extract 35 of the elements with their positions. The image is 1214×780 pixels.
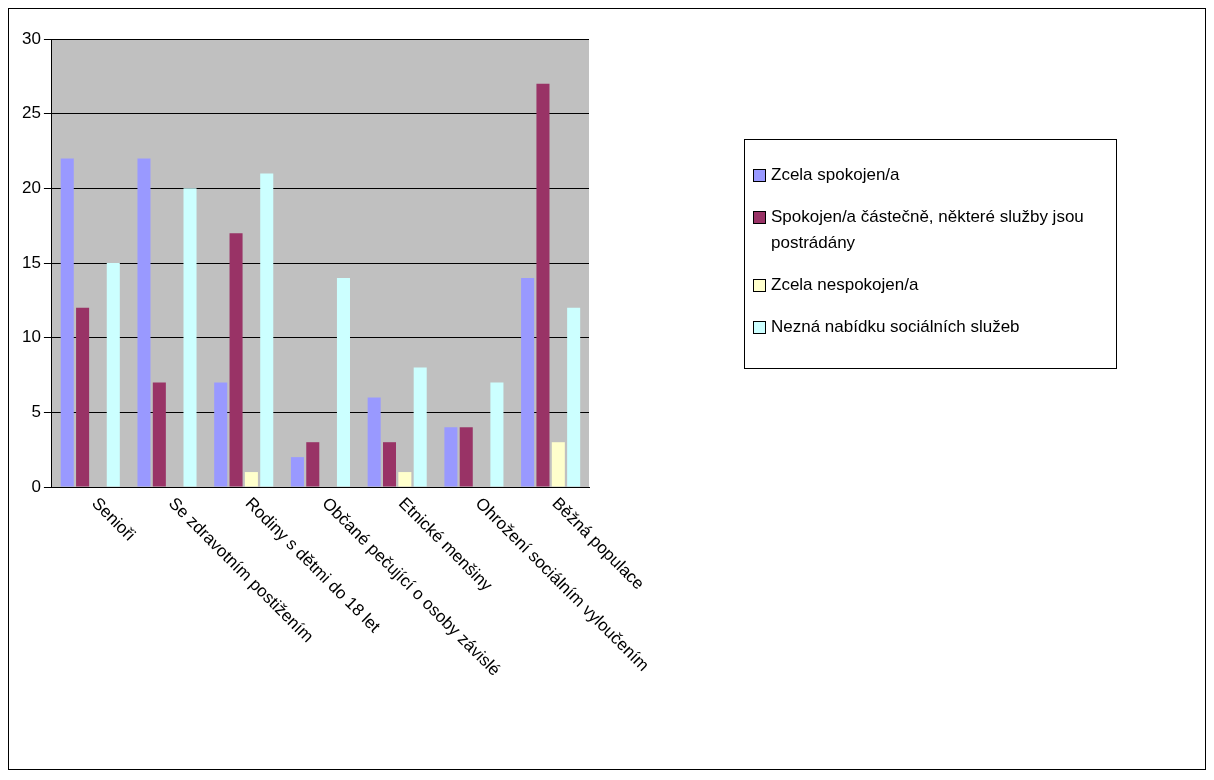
bar bbox=[244, 472, 258, 487]
bar bbox=[183, 188, 197, 487]
bar bbox=[521, 277, 535, 487]
bar bbox=[382, 442, 397, 487]
legend-label: Spokojen/a částečně, některé služby jsou postrádány bbox=[771, 206, 1085, 254]
bar bbox=[76, 307, 90, 487]
y-tick-label: 30 bbox=[21, 28, 41, 48]
legend-label: Zcela spokojen/a bbox=[771, 164, 900, 186]
bar bbox=[413, 367, 427, 487]
bar bbox=[290, 457, 304, 487]
bar bbox=[367, 397, 381, 487]
bar bbox=[106, 263, 120, 487]
bar bbox=[444, 427, 458, 487]
legend-label: Zcela nespokojen/a bbox=[771, 274, 919, 296]
bar bbox=[567, 307, 581, 487]
y-tick-label: 20 bbox=[21, 178, 41, 198]
bar bbox=[336, 277, 350, 487]
bar bbox=[306, 442, 320, 487]
bar bbox=[214, 382, 228, 487]
bar bbox=[490, 382, 504, 487]
bar bbox=[152, 382, 166, 487]
bar bbox=[536, 83, 550, 487]
bar bbox=[229, 233, 243, 487]
bar bbox=[551, 442, 565, 487]
bar bbox=[60, 158, 74, 487]
y-tick-label: 5 bbox=[31, 402, 41, 422]
bar bbox=[137, 158, 151, 487]
legend-label: Nezná nabídku sociálních služeb bbox=[771, 316, 1020, 338]
bar bbox=[398, 472, 412, 487]
y-tick-label: 15 bbox=[21, 252, 41, 272]
bar bbox=[260, 173, 274, 487]
y-tick-label: 25 bbox=[21, 103, 41, 123]
y-tick-label: 0 bbox=[31, 476, 41, 496]
y-tick-label: 10 bbox=[21, 327, 41, 347]
bar bbox=[459, 427, 473, 487]
